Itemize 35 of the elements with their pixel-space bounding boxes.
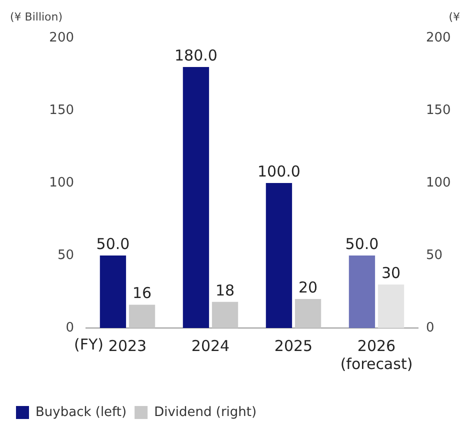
data-label: 50.0 [96, 234, 130, 253]
data-label: 20 [298, 278, 318, 296]
data-label: 50.0 [345, 234, 379, 253]
y-tick-label: 200 [49, 30, 74, 46]
x-tick-label: 2023 [108, 336, 147, 355]
data-label: 16 [132, 284, 152, 302]
bar [294, 299, 322, 328]
y2-tick-label: 0 [426, 320, 434, 336]
y2-tick-label: 100 [426, 175, 451, 190]
y-tick-label: 50 [57, 248, 74, 263]
y2-tick-label: 50 [426, 248, 443, 263]
y-tick-label: 0 [66, 320, 74, 336]
bar [182, 67, 210, 328]
x-tick-label: 2024 [191, 336, 230, 355]
x-axis-title: (FY) [74, 335, 104, 354]
y2-tick-label: 200 [426, 30, 451, 46]
data-label: 18 [215, 281, 235, 300]
data-label: 100.0 [258, 162, 300, 180]
legend-label: Dividend (right) [154, 404, 257, 420]
x-tick-label: 2026 (forecast) [340, 336, 413, 373]
y2-tick-label: 150 [426, 102, 451, 118]
bar [348, 256, 376, 328]
data-label: 180.0 [174, 46, 218, 64]
x-tick-label: 2025 [274, 336, 313, 355]
y-tick-label: 150 [49, 102, 74, 118]
data-label: 30 [381, 264, 401, 282]
legend-label: Buyback (left) [36, 404, 127, 420]
bar [128, 304, 156, 328]
bar [378, 284, 404, 328]
y2-axis-title: (¥ [448, 10, 460, 24]
y-tick-label: 100 [49, 175, 74, 190]
y-axis-title: (¥ Billion) [10, 10, 63, 24]
bar [266, 183, 292, 328]
bar [212, 302, 238, 328]
bar [100, 256, 126, 328]
